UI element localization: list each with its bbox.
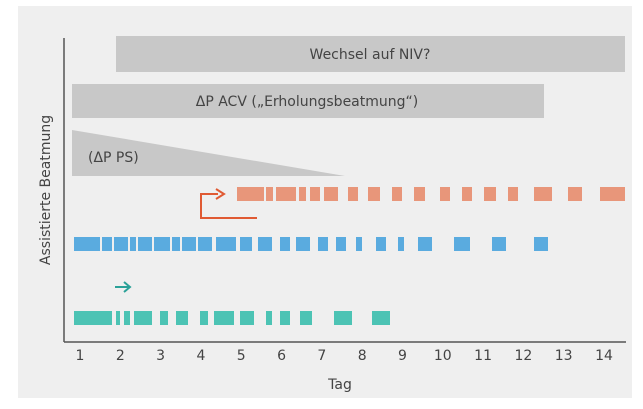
orange-row-segment	[368, 187, 380, 201]
blue-row-segment	[198, 237, 212, 251]
switch-arrow	[200, 193, 257, 219]
ps-wedge	[72, 130, 345, 176]
blue-row-segment	[492, 237, 506, 251]
x-tick-label: 6	[277, 348, 286, 364]
teal-row-segment	[74, 311, 112, 325]
x-tick-label: 3	[156, 348, 165, 364]
x-tick-label: 4	[196, 348, 205, 364]
blue-row-segment	[296, 237, 310, 251]
x-tick-label: 13	[555, 348, 573, 364]
orange-row-segment	[324, 187, 338, 201]
blue-row-segment	[454, 237, 470, 251]
orange-row-segment	[276, 187, 296, 201]
blue-row-segment	[130, 237, 136, 251]
blue-row-segment	[216, 237, 236, 251]
teal-row-segment	[124, 311, 130, 325]
ps-label: (ΔP PS)	[88, 150, 139, 166]
x-tick-label: 9	[398, 348, 407, 364]
teal-arrow	[115, 281, 132, 293]
blue-row-segment	[258, 237, 272, 251]
acv-label: ΔP ACV („Erholungsbeatmung“)	[196, 94, 418, 110]
x-ticks: 1 2 3 4 5 6 7 8 9 10 11 12 13 14	[76, 348, 613, 364]
blue-row-segment	[240, 237, 252, 251]
orange-row-segment	[462, 187, 472, 201]
blue-row-segment	[74, 237, 100, 251]
teal-row-segment	[134, 311, 152, 325]
teal-row-segment	[372, 311, 390, 325]
teal-row-segment	[214, 311, 234, 325]
x-axis-label: Tag	[327, 377, 352, 393]
blue-row-segment	[418, 237, 432, 251]
teal-row-segment	[176, 311, 188, 325]
blue-row-segment	[154, 237, 170, 251]
orange-row-segment	[266, 187, 273, 201]
y-axis-label: Assistierte Beatmung	[38, 115, 54, 265]
teal-row-segment	[300, 311, 312, 325]
switch-arrowhead	[215, 188, 226, 200]
orange-row-segment	[534, 187, 552, 201]
x-tick-label: 12	[514, 348, 532, 364]
teal-row-segment	[266, 311, 272, 325]
x-tick-label: 5	[237, 348, 246, 364]
blue-row-segment	[280, 237, 290, 251]
x-tick-label: 8	[358, 348, 367, 364]
orange-row-segment	[310, 187, 320, 201]
orange-row-segment	[484, 187, 496, 201]
orange-row-segment	[508, 187, 518, 201]
niv-bar	[116, 36, 625, 72]
ventilation-rows	[74, 187, 625, 325]
blue-row-segment	[138, 237, 152, 251]
x-tick-label: 14	[595, 348, 613, 364]
teal-row-segment	[116, 311, 120, 325]
blue-row-segment	[172, 237, 180, 251]
blue-row-segment	[356, 237, 362, 251]
orange-row-segment	[568, 187, 582, 201]
x-tick-label: 11	[474, 348, 492, 364]
blue-row-segment	[318, 237, 328, 251]
teal-row-segment	[160, 311, 168, 325]
blue-row-segment	[398, 237, 404, 251]
x-tick-label: 2	[116, 348, 125, 364]
teal-row-segment	[200, 311, 208, 325]
x-tick-label: 1	[76, 348, 85, 364]
blue-row-segment	[114, 237, 128, 251]
orange-row-segment	[414, 187, 425, 201]
blue-row-segment	[102, 237, 112, 251]
orange-row-segment	[348, 187, 358, 201]
orange-row-segment	[299, 187, 306, 201]
orange-row-segment	[237, 187, 264, 201]
blue-row-segment	[376, 237, 386, 251]
blue-row-segment	[336, 237, 346, 251]
x-tick-label: 7	[317, 348, 326, 364]
niv-label: Wechsel auf NIV?	[310, 47, 431, 63]
orange-row-segment	[440, 187, 450, 201]
blue-row-segment	[534, 237, 548, 251]
x-tick-label: 10	[434, 348, 452, 364]
orange-row-segment	[600, 187, 625, 201]
acv-bar	[72, 84, 544, 118]
teal-row-segment	[240, 311, 254, 325]
teal-row-segment	[280, 311, 290, 325]
blue-row-segment	[182, 237, 196, 251]
teal-row-segment	[334, 311, 352, 325]
orange-row-segment	[392, 187, 402, 201]
